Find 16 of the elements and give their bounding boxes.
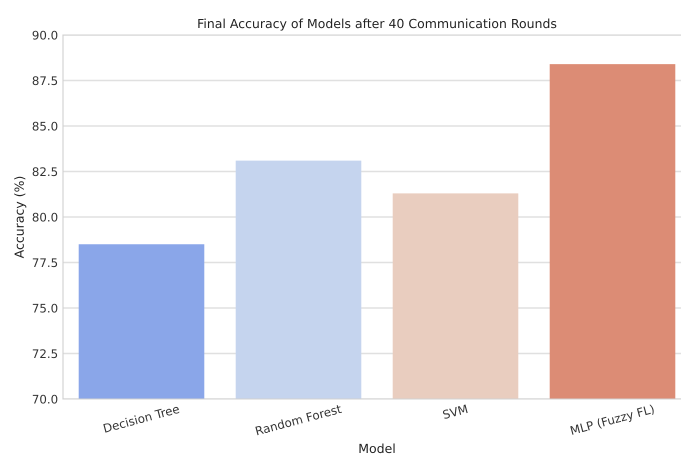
x-axis-title: Model (359, 443, 395, 454)
x-tick-label: Decision Tree (103, 404, 180, 433)
y-tick-label: 70.0 (32, 394, 58, 404)
x-tick-label: MLP (Fuzzy FL) (570, 404, 656, 438)
y-tick-label: 72.5 (32, 349, 58, 358)
y-tick-label: 90.0 (32, 30, 58, 40)
y-tick-label: 80.0 (32, 212, 58, 222)
x-tick-label: SVM (442, 404, 468, 420)
y-tick-label: 77.5 (32, 258, 58, 268)
y-axis-title: Accuracy (%) (14, 176, 26, 258)
chart-title: Final Accuracy of Models after 40 Communication Rounds (198, 18, 556, 31)
y-tick-label: 87.5 (32, 76, 58, 86)
y-tick-label: 85.0 (32, 122, 58, 131)
y-tick-label: 75.0 (32, 304, 58, 313)
x-tick-label: Random Forest (255, 404, 342, 436)
y-tick-label: 82.5 (32, 167, 58, 176)
